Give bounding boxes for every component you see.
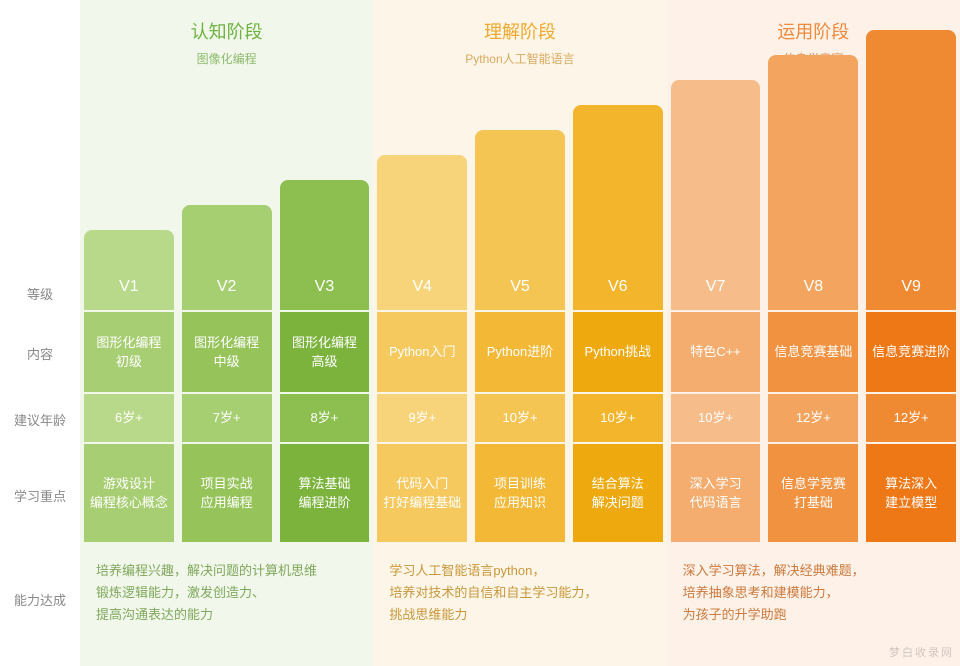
level-bar: V3 — [280, 180, 370, 310]
row-label-content: 内容 — [0, 344, 80, 363]
content-row: 图形化编程 初级图形化编程 中级图形化编程 高级Python入门Python进阶… — [80, 312, 960, 392]
level-id: V6 — [608, 278, 628, 296]
content-row-cell: Python进阶 — [475, 312, 565, 392]
age-row-cell: 6岁+ — [84, 394, 174, 442]
level-id: V5 — [510, 278, 530, 296]
level-id: V4 — [412, 278, 432, 296]
level-bar: V9 — [866, 30, 956, 310]
level-bar: V7 — [671, 80, 761, 310]
age-row: 6岁+7岁+8岁+9岁+10岁+10岁+10岁+12岁+12岁+ — [80, 394, 960, 442]
age-row-cell: 10岁+ — [475, 394, 565, 442]
age-row-cell: 12岁+ — [768, 394, 858, 442]
level-id: V9 — [901, 278, 921, 296]
row-label-level: 等级 — [0, 284, 80, 303]
content-row-cell: 图形化编程 中级 — [182, 312, 272, 392]
content-row-cell: 特色C++ — [671, 312, 761, 392]
row-label-age: 建议年龄 — [0, 410, 80, 429]
level-id: V2 — [217, 278, 237, 296]
achieve-cell: 培养编程兴趣，解决问题的计算机思维 锻炼逻辑能力，激发创造力、 提高沟通表达的能… — [80, 546, 373, 656]
content-row-cell: Python入门 — [377, 312, 467, 392]
row-label-achieve: 能力达成 — [0, 590, 80, 609]
level-id: V3 — [315, 278, 335, 296]
focus-row-cell: 信息学竞赛 打基础 — [768, 444, 858, 542]
focus-row-cell: 深入学习 代码语言 — [671, 444, 761, 542]
content-row-cell: 图形化编程 高级 — [280, 312, 370, 392]
level-bar: V8 — [768, 55, 858, 310]
level-bar: V4 — [377, 155, 467, 310]
achieve-cell: 深入学习算法，解决经典难题， 培养抽象思考和建模能力， 为孩子的升学助跑 — [667, 546, 960, 656]
focus-row-cell: 结合算法 解决问题 — [573, 444, 663, 542]
level-id: V7 — [706, 278, 726, 296]
focus-row-cell: 算法基础 编程进阶 — [280, 444, 370, 542]
age-row-cell: 9岁+ — [377, 394, 467, 442]
age-row-cell: 7岁+ — [182, 394, 272, 442]
age-row-cell: 8岁+ — [280, 394, 370, 442]
content-row-cell: 信息竞赛基础 — [768, 312, 858, 392]
level-id: V1 — [119, 278, 139, 296]
focus-row-cell: 游戏设计 编程核心概念 — [84, 444, 174, 542]
level-bar: V1 — [84, 230, 174, 310]
content-row-cell: 图形化编程 初级 — [84, 312, 174, 392]
focus-row-cell: 算法深入 建立模型 — [866, 444, 956, 542]
content-row-cell: 信息竞赛进阶 — [866, 312, 956, 392]
focus-row: 游戏设计 编程核心概念项目实战 应用编程算法基础 编程进阶代码入门 打好编程基础… — [80, 444, 960, 542]
level-bar: V2 — [182, 205, 272, 310]
focus-row-cell: 项目训练 应用知识 — [475, 444, 565, 542]
row-label-focus: 学习重点 — [0, 486, 80, 505]
focus-row-cell: 代码入门 打好编程基础 — [377, 444, 467, 542]
watermark: 梦白收录网 — [889, 644, 954, 660]
achieve-row: 培养编程兴趣，解决问题的计算机思维 锻炼逻辑能力，激发创造力、 提高沟通表达的能… — [80, 546, 960, 656]
level-id: V8 — [804, 278, 824, 296]
content-row-cell: Python挑战 — [573, 312, 663, 392]
age-row-cell: 12岁+ — [866, 394, 956, 442]
achieve-cell: 学习人工智能语言python， 培养对技术的自信和自主学习能力， 挑战思维能力 — [373, 546, 666, 656]
level-bar: V5 — [475, 130, 565, 310]
focus-row-cell: 项目实战 应用编程 — [182, 444, 272, 542]
age-row-cell: 10岁+ — [671, 394, 761, 442]
level-bar: V6 — [573, 105, 663, 310]
age-row-cell: 10岁+ — [573, 394, 663, 442]
row-labels: 等级 内容 建议年龄 学习重点 能力达成 — [0, 0, 80, 666]
